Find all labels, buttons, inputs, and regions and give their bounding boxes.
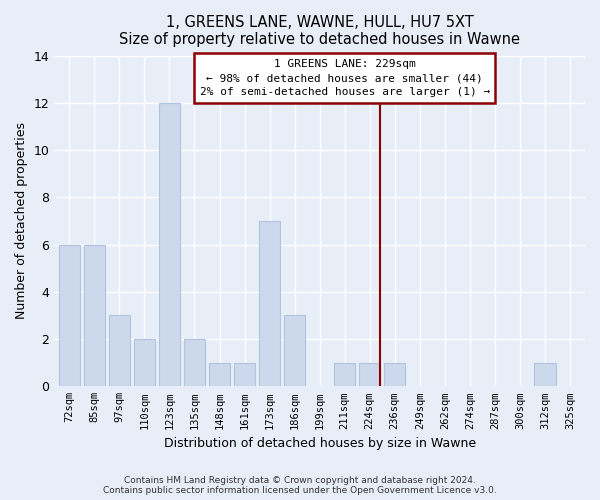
Y-axis label: Number of detached properties: Number of detached properties (15, 122, 28, 320)
Bar (59, 244, 80, 386)
Bar (84, 244, 105, 386)
Bar (284, 316, 305, 386)
X-axis label: Distribution of detached houses by size in Wawne: Distribution of detached houses by size … (164, 437, 476, 450)
Bar (209, 362, 230, 386)
Title: 1, GREENS LANE, WAWNE, HULL, HU7 5XT
Size of property relative to detached house: 1, GREENS LANE, WAWNE, HULL, HU7 5XT Siz… (119, 15, 520, 48)
Bar (234, 362, 255, 386)
Text: Contains HM Land Registry data © Crown copyright and database right 2024.
Contai: Contains HM Land Registry data © Crown c… (103, 476, 497, 495)
Bar (535, 362, 556, 386)
Bar (109, 316, 130, 386)
Bar (334, 362, 355, 386)
Bar (159, 103, 180, 387)
Text: 1 GREENS LANE: 229sqm
← 98% of detached houses are smaller (44)
2% of semi-detac: 1 GREENS LANE: 229sqm ← 98% of detached … (200, 59, 490, 97)
Bar (259, 221, 280, 386)
Bar (359, 362, 380, 386)
Bar (134, 339, 155, 386)
Bar (184, 339, 205, 386)
Bar (384, 362, 406, 386)
